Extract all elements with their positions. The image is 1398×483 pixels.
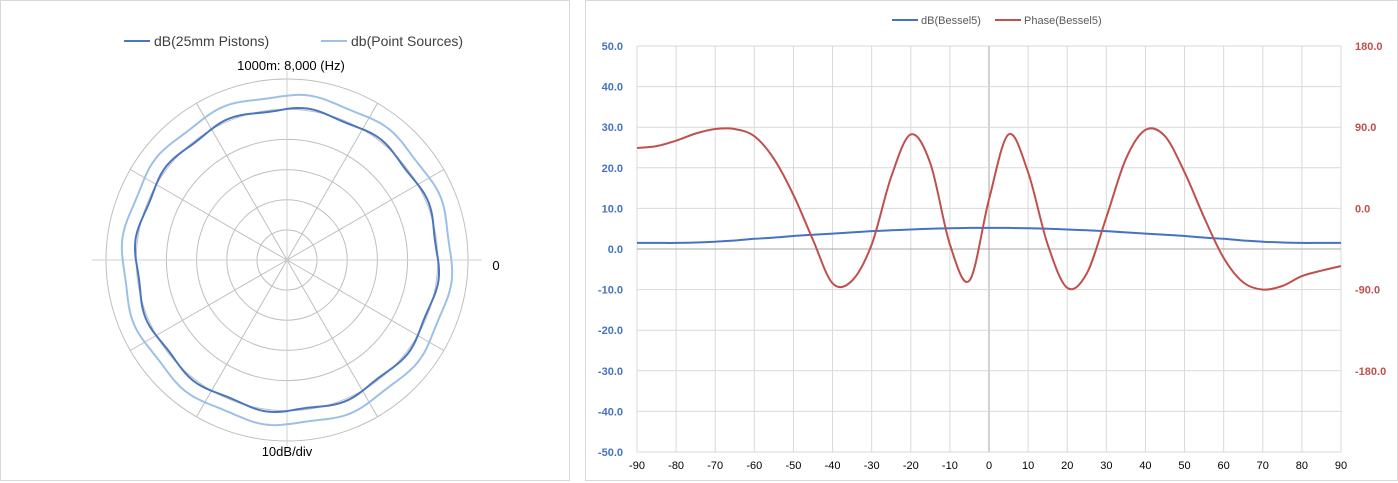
polar-angle-label: 0 xyxy=(492,258,499,273)
polar-grid-spoke xyxy=(196,102,288,261)
x-tick-label: 40 xyxy=(1139,460,1151,472)
y-left-tick-label: 0.0 xyxy=(608,244,623,256)
x-tick-label: 30 xyxy=(1100,460,1112,472)
polar-chart-panel: dB(25mm Pistons) db(Point Sources) 1000m:… xyxy=(0,0,570,481)
y-right-tick-label: -180.0 xyxy=(1355,366,1386,378)
x-tick-label: -70 xyxy=(707,460,723,472)
line-legend-label: Phase(Bessel5) xyxy=(1024,15,1102,27)
line-chart-panel: 50.0 40.0 30.0 20.0 10.0 0.0 -10.0 -20.0 -30.0 -4… xyxy=(585,0,1398,481)
x-tick-label: 70 xyxy=(1257,460,1269,472)
x-tick-label: -20 xyxy=(903,460,919,472)
polar-legend-label: dB(25mm Pistons) xyxy=(154,33,269,49)
polar-grid-spoke xyxy=(286,259,378,418)
y-left-tick-label: -40.0 xyxy=(598,406,623,418)
polar-chart-title: 1000m: 8,000 (Hz) xyxy=(237,58,345,73)
line-legend-label: dB(Bessel5) xyxy=(921,15,981,27)
polar-legend: dB(25mm Pistons) db(Point Sources) xyxy=(124,33,463,49)
polar-series-line xyxy=(120,93,454,427)
line-chart: 50.0 40.0 30.0 20.0 10.0 0.0 -10.0 -20.0 -30.0 -4… xyxy=(598,15,1386,472)
x-tick-label: 60 xyxy=(1218,460,1230,472)
polar-legend-label: db(Point Sources) xyxy=(351,33,463,49)
polar-grid-spoke xyxy=(129,259,288,351)
line-series-path xyxy=(637,226,1341,244)
line-tick-labels: 50.0 40.0 30.0 20.0 10.0 0.0 -10.0 -20.0 -30.0 -4… xyxy=(598,41,1386,472)
polar-grid-spoke xyxy=(286,259,445,351)
y-right-tick-label: 180.0 xyxy=(1355,41,1383,53)
y-left-tick-label: -10.0 xyxy=(598,285,623,297)
y-left-tick-label: 40.0 xyxy=(602,82,623,94)
x-tick-label: 90 xyxy=(1335,460,1347,472)
line-series-path xyxy=(636,127,1342,291)
x-tick-label: 10 xyxy=(1022,460,1034,472)
polar-grid xyxy=(92,71,482,449)
x-tick-label: 0 xyxy=(986,460,992,472)
x-tick-label: -30 xyxy=(864,460,880,472)
y-right-tick-label: -90.0 xyxy=(1355,285,1380,297)
x-tick-label: -60 xyxy=(746,460,762,472)
line-grid xyxy=(636,45,1342,453)
polar-series xyxy=(120,93,454,427)
polar-radial-label: 10dB/div xyxy=(262,444,313,459)
y-left-tick-label: 50.0 xyxy=(602,41,623,53)
y-right-tick-label: 0.0 xyxy=(1355,203,1370,215)
polar-grid-spoke xyxy=(286,102,378,261)
y-left-tick-label: 10.0 xyxy=(602,203,623,215)
x-tick-label: 20 xyxy=(1061,460,1073,472)
x-tick-label: -90 xyxy=(629,460,645,472)
x-tick-label: 80 xyxy=(1296,460,1308,472)
y-left-tick-label: 30.0 xyxy=(602,122,623,134)
polar-grid-spoke xyxy=(286,169,445,261)
line-series xyxy=(636,127,1342,291)
x-tick-label: 50 xyxy=(1178,460,1190,472)
x-tick-label: -40 xyxy=(825,460,841,472)
y-right-tick-label: 90.0 xyxy=(1355,122,1376,134)
y-left-tick-label: -30.0 xyxy=(598,366,623,378)
polar-chart: dB(25mm Pistons) db(Point Sources) 1000m:… xyxy=(92,33,500,459)
polar-series-line xyxy=(133,106,441,414)
x-tick-label: -50 xyxy=(785,460,801,472)
x-tick-label: -10 xyxy=(942,460,958,472)
y-left-tick-label: -20.0 xyxy=(598,325,623,337)
polar-grid-spoke xyxy=(129,169,288,261)
x-tick-label: -80 xyxy=(668,460,684,472)
polar-grid-spoke xyxy=(196,259,288,418)
line-legend: dB(Bessel5) Phase(Bessel5) xyxy=(892,15,1102,27)
y-left-tick-label: -50.0 xyxy=(598,447,623,459)
y-left-tick-label: 20.0 xyxy=(602,163,623,175)
